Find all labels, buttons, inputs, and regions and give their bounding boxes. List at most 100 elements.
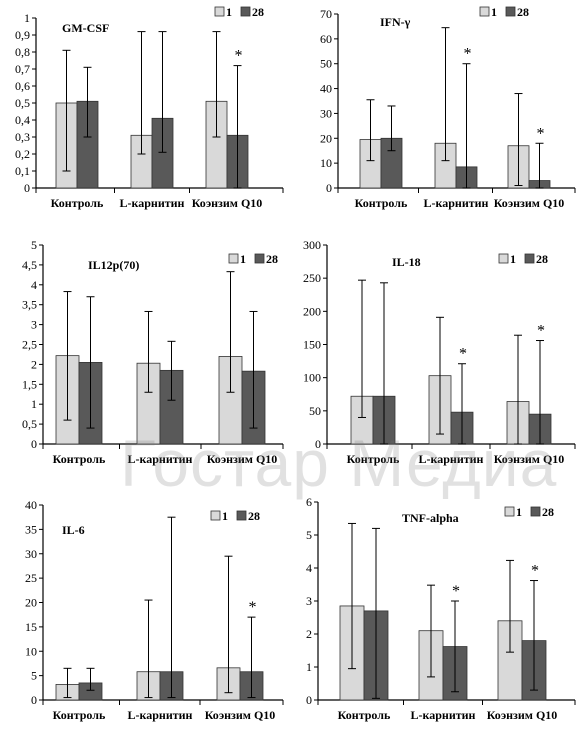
y-tick-label: 50 — [320, 57, 332, 71]
y-tick-label: 5 — [306, 528, 312, 542]
category-label: Контроль — [53, 452, 106, 466]
y-tick-label: 0,4 — [15, 113, 30, 127]
legend-label: 28 — [517, 5, 529, 19]
significance-star: * — [249, 599, 257, 616]
y-tick-label: 40 — [320, 82, 332, 96]
legend-swatch — [228, 253, 239, 264]
y-tick-label: 35 — [25, 522, 37, 536]
y-tick-label: 40 — [25, 498, 37, 512]
chart-title: IL-18 — [392, 255, 421, 269]
significance-star: * — [537, 323, 545, 340]
y-tick-label: 200 — [303, 304, 321, 318]
y-tick-label: 0,7 — [15, 62, 30, 76]
legend-swatch — [214, 6, 225, 17]
y-tick-label: 25 — [25, 571, 37, 585]
legend-label: 1 — [516, 505, 522, 519]
legend-swatch — [498, 253, 509, 264]
y-tick-label: 100 — [303, 371, 321, 385]
y-tick-label: 4,5 — [22, 258, 37, 272]
y-tick-label: 10 — [25, 644, 37, 658]
y-tick-label: 1 — [306, 660, 312, 674]
chart-title: TNF-alpha — [402, 511, 459, 525]
category-label: Коэнзим Q10 — [494, 452, 565, 466]
category-label: Коэнзим Q10 — [205, 708, 276, 722]
legend-swatch — [210, 510, 221, 521]
y-tick-label: 300 — [303, 238, 321, 252]
legend-label: 28 — [252, 5, 264, 19]
y-tick-label: 5 — [31, 238, 37, 252]
category-label: Коэнзим Q10 — [192, 196, 263, 210]
category-label: L-карнитин — [128, 452, 193, 466]
y-tick-label: 0 — [306, 693, 312, 707]
category-label: L-карнитин — [128, 708, 193, 722]
significance-star: * — [464, 46, 472, 63]
chart-title: IFN-γ — [380, 15, 411, 29]
legend-label: 28 — [536, 252, 548, 266]
chart-title: IL-6 — [62, 523, 85, 537]
y-tick-label: 0 — [31, 693, 37, 707]
legend-label: 28 — [248, 509, 260, 523]
category-label: L-карнитин — [419, 452, 484, 466]
y-tick-label: 6 — [306, 495, 312, 509]
y-tick-label: 3 — [31, 318, 37, 332]
y-tick-label: 20 — [320, 131, 332, 145]
y-tick-label: 0,8 — [15, 45, 30, 59]
legend-swatch — [530, 506, 541, 517]
y-tick-label: 1,5 — [22, 377, 37, 391]
legend-swatch — [524, 253, 535, 264]
legend-swatch — [505, 6, 516, 17]
y-tick-label: 250 — [303, 271, 321, 285]
category-label: Контроль — [51, 196, 104, 210]
legend-swatch — [479, 6, 490, 17]
y-tick-label: 0 — [315, 437, 321, 451]
y-tick-label: 0,2 — [15, 147, 30, 161]
y-tick-label: 5 — [31, 669, 37, 683]
legend-label: 1 — [491, 5, 497, 19]
chart-title: IL12p(70) — [88, 258, 139, 272]
legend-label: 1 — [510, 252, 516, 266]
y-tick-label: 4 — [31, 278, 37, 292]
significance-star: * — [531, 563, 539, 580]
legend-label: 1 — [240, 252, 246, 266]
legend-label: 28 — [542, 505, 554, 519]
y-tick-label: 70 — [320, 7, 332, 21]
legend-swatch — [254, 253, 265, 264]
y-tick-label: 0,3 — [15, 130, 30, 144]
category-label: Контроль — [355, 196, 408, 210]
y-tick-label: 0,5 — [15, 96, 30, 110]
legend-label: 1 — [226, 5, 232, 19]
y-tick-label: 20 — [25, 596, 37, 610]
category-label: Коэнзим Q10 — [207, 452, 278, 466]
y-tick-label: 3 — [306, 594, 312, 608]
legend-swatch — [504, 506, 515, 517]
y-tick-label: 15 — [25, 620, 37, 634]
legend-label: 1 — [222, 509, 228, 523]
y-tick-label: 0,1 — [15, 164, 30, 178]
legend-swatch — [240, 6, 251, 17]
y-tick-label: 10 — [320, 156, 332, 170]
significance-star: * — [537, 125, 545, 142]
y-tick-label: 0,6 — [15, 79, 30, 93]
y-tick-label: 30 — [320, 106, 332, 120]
legend-label: 28 — [266, 252, 278, 266]
significance-star: * — [452, 583, 460, 600]
y-tick-label: 150 — [303, 338, 321, 352]
category-label: Коэнзим Q10 — [494, 196, 565, 210]
category-label: Контроль — [338, 708, 391, 722]
chart-title: GM-CSF — [62, 21, 109, 35]
y-tick-label: 30 — [25, 547, 37, 561]
y-tick-label: 4 — [306, 561, 312, 575]
y-tick-label: 2 — [31, 357, 37, 371]
y-tick-label: 2,5 — [22, 338, 37, 352]
y-tick-label: 0 — [31, 437, 37, 451]
category-label: L-карнитин — [120, 196, 185, 210]
category-label: L-карнитин — [411, 708, 476, 722]
legend-swatch — [236, 510, 247, 521]
y-tick-label: 1 — [24, 11, 30, 25]
y-tick-label: 50 — [309, 404, 321, 418]
significance-star: * — [459, 346, 467, 363]
y-tick-label: 0 — [24, 181, 30, 195]
category-label: Контроль — [53, 708, 106, 722]
category-label: Контроль — [347, 452, 400, 466]
